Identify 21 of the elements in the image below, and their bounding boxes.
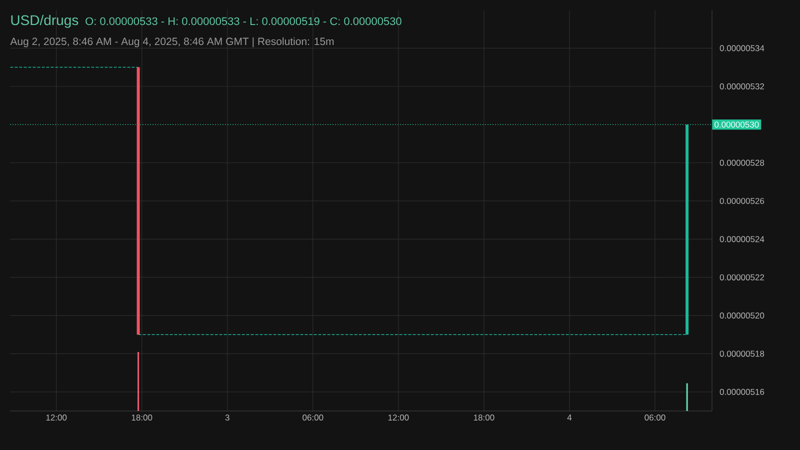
y-tick-label: 0.00000534 [720, 45, 764, 52]
y-tick-label: 0.00000524 [720, 236, 764, 242]
y-tick-label: 0.00000528 [720, 160, 764, 166]
x-tick-label: 12:00 [388, 414, 409, 421]
y-tick-label: 0.00000516 [720, 388, 764, 395]
y-tick-label: 0.00000532 [720, 83, 764, 90]
y-tick-label: 0.00000518 [720, 350, 764, 357]
x-tick-label: 18:00 [474, 414, 494, 421]
x-tick-label: 4 [567, 414, 572, 420]
y-tick-label: 0.00000520 [720, 312, 764, 319]
x-tick-label: 12:00 [46, 414, 67, 421]
x-tick-label: 18:00 [132, 414, 152, 421]
y-tick-label: 0.00000522 [720, 274, 764, 280]
x-tick-label: 06:00 [302, 414, 324, 421]
text: Aug 2, 2025, 8:46 AM - Aug 4, 2025, 8:46 AM GMT | Resolution: 15m [10, 37, 334, 48]
x-tick-label: 3 [225, 414, 230, 421]
ref-line-label: 0.00000530 [714, 122, 759, 128]
x-tick-label: 06:00 [644, 414, 666, 421]
y-tick-label: 0.00000526 [720, 198, 764, 204]
annotation: O: 0.00000533 - H: 0.00000533 - L: 0.00000519 - C: 0.00000530 [86, 17, 402, 26]
chart-title: USD/drugs [11, 14, 78, 28]
